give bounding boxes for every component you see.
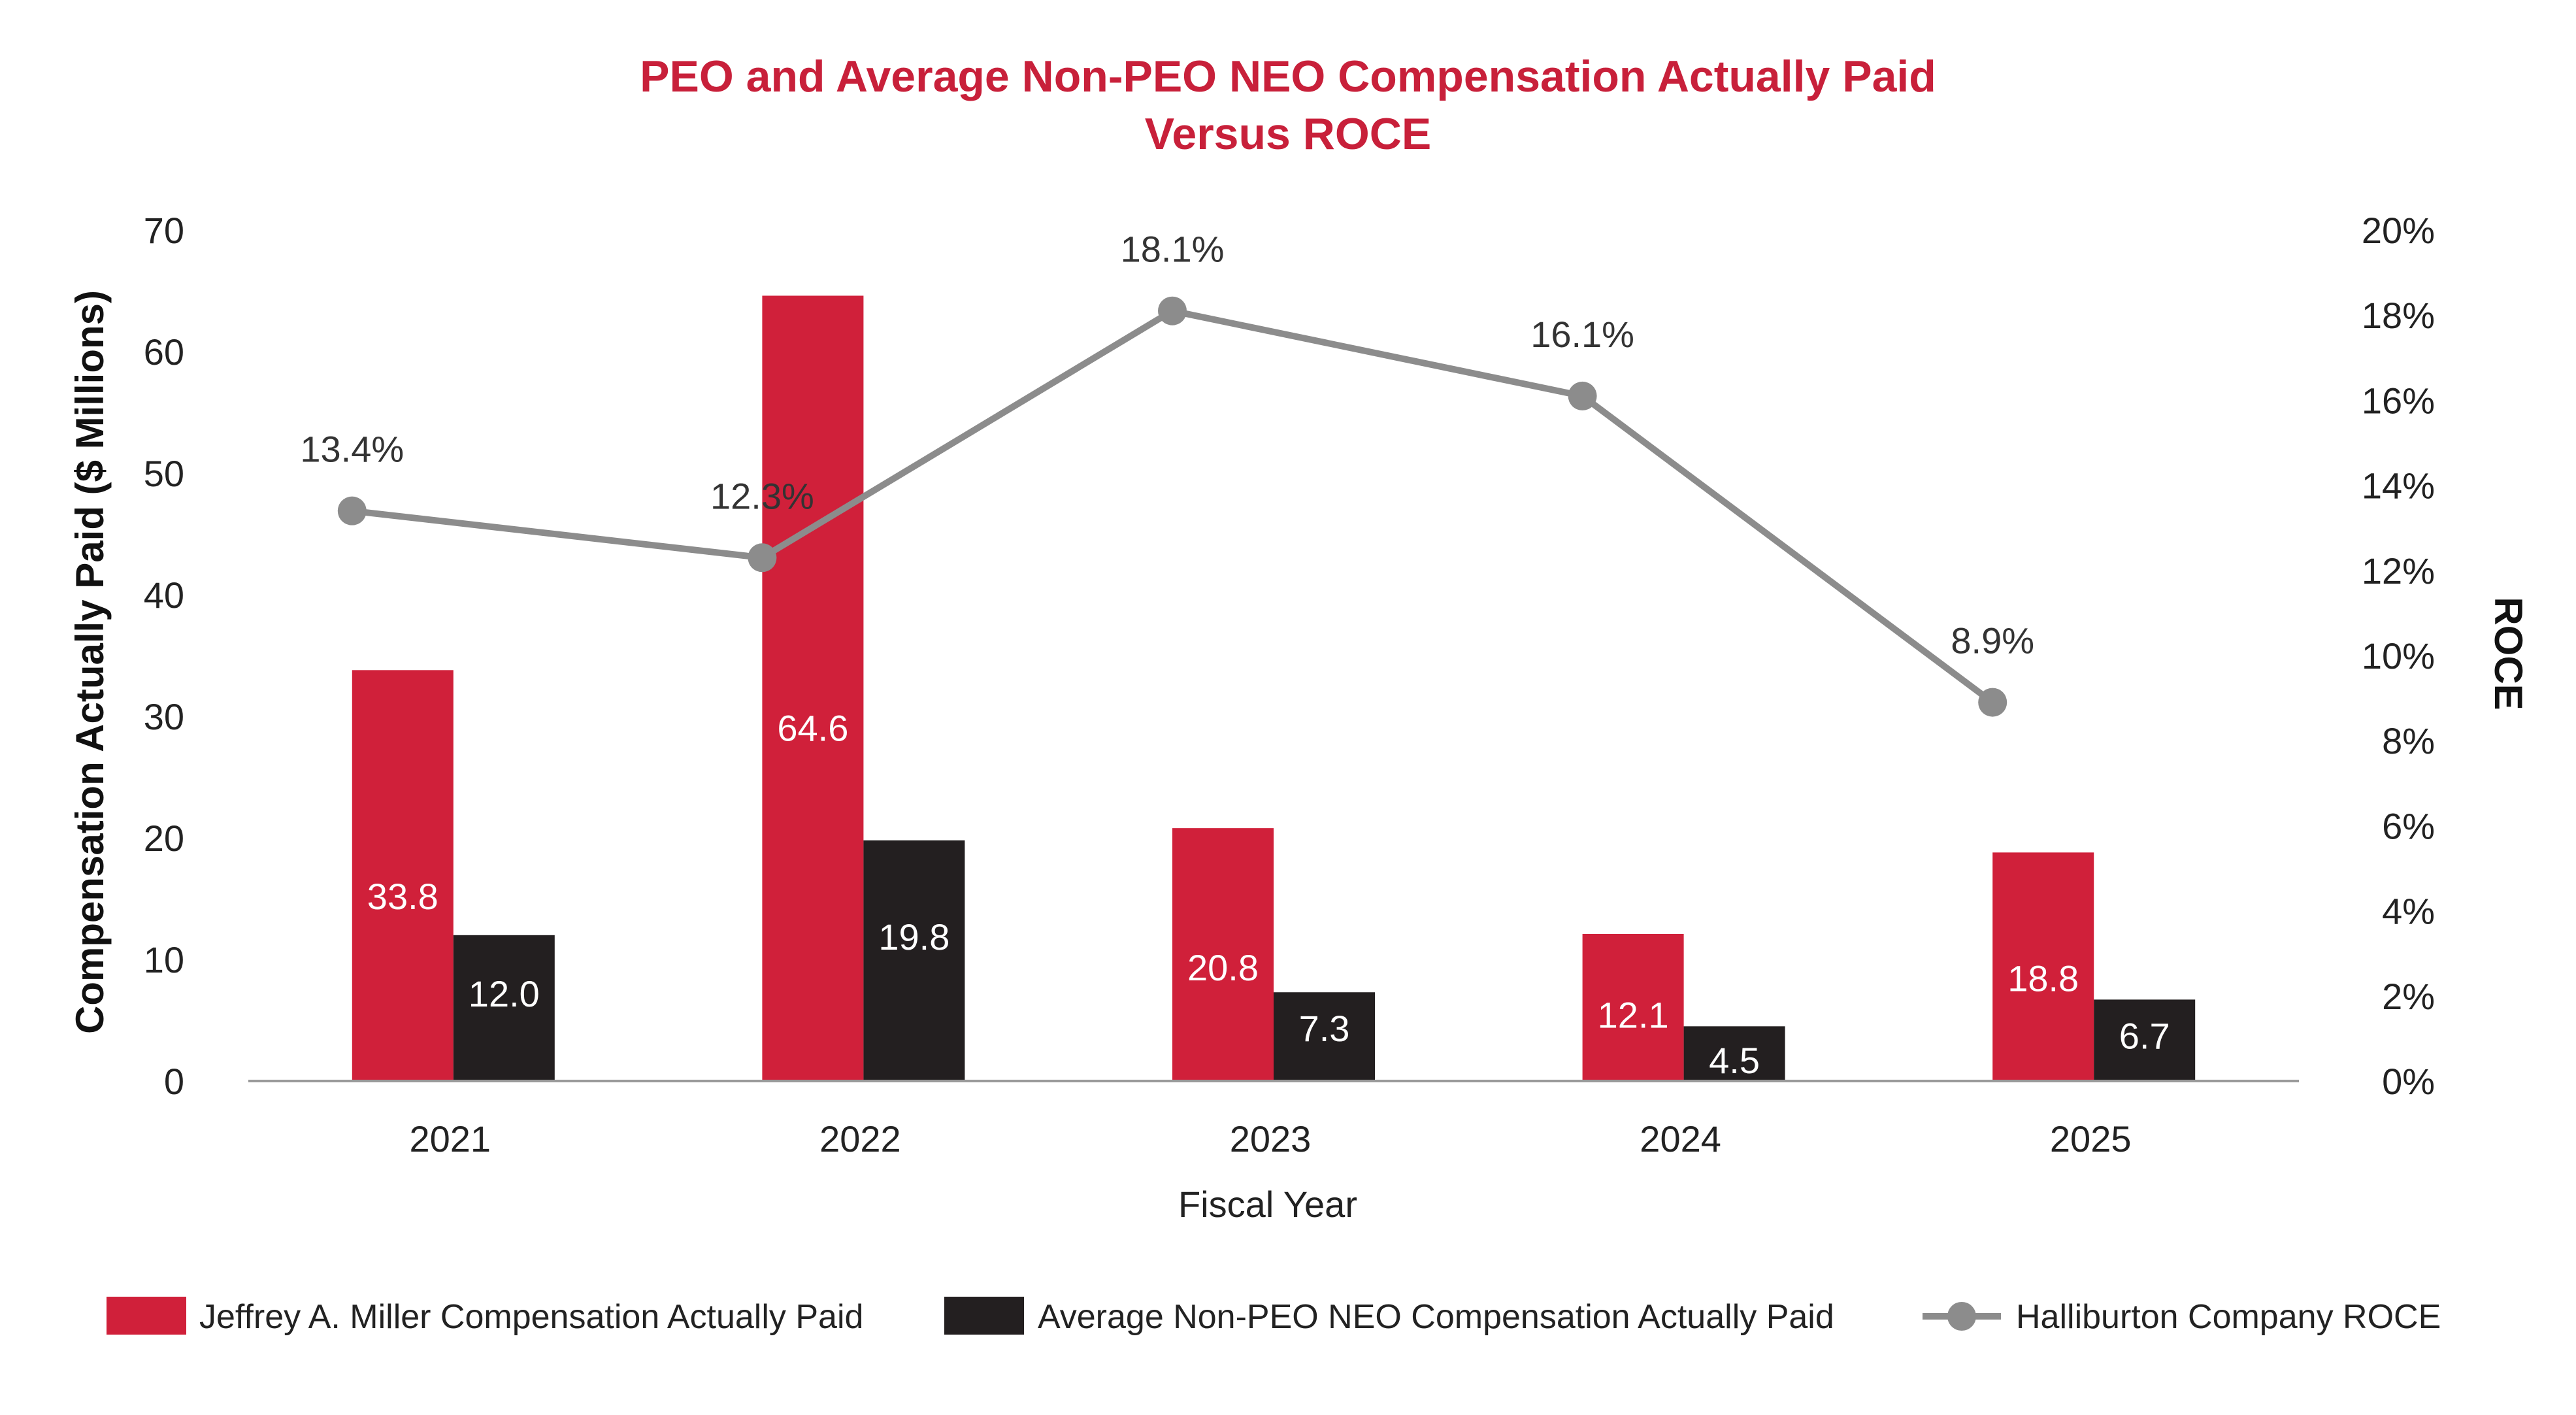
- y2-tick-label: 14%: [2362, 465, 2435, 507]
- bar: [352, 670, 454, 1081]
- y-tick-label: 70: [144, 210, 184, 251]
- bar: [863, 840, 965, 1081]
- y-tick-label: 10: [144, 939, 184, 980]
- bar-data-label: 33.8: [367, 876, 438, 917]
- y2-tick-label: 4%: [2382, 891, 2435, 932]
- y2-tick-label: 2%: [2382, 976, 2435, 1017]
- y2-tick-label: 20%: [2362, 210, 2435, 251]
- roce-point: [1158, 296, 1187, 325]
- bar-data-label: 6.7: [2119, 1015, 2170, 1056]
- legend-label: Average Non-PEO NEO Compensation Actuall…: [1038, 1298, 1834, 1336]
- roce-line: [352, 307, 1995, 705]
- legend-swatch-red: [107, 1297, 186, 1335]
- legend-label: Halliburton Company ROCE: [2016, 1298, 2441, 1336]
- bar: [1582, 933, 1684, 1081]
- y-tick-label: 50: [144, 453, 184, 494]
- roce-data-label: 16.1%: [1530, 314, 1634, 355]
- y2-tick-label: 10%: [2362, 635, 2435, 676]
- y2-tick-label: 0%: [2382, 1061, 2435, 1102]
- x-tick-label: 2021: [410, 1118, 491, 1159]
- x-tick-label: 2024: [1640, 1118, 1721, 1159]
- y2-axis-title: ROCE: [2486, 597, 2530, 710]
- chart-subtitle: Versus ROCE: [1145, 109, 1431, 159]
- y2-tick-label: 6%: [2382, 805, 2435, 846]
- roce-data-label: 12.3%: [710, 475, 814, 516]
- y2-tick-label: 16%: [2362, 380, 2435, 421]
- bar-data-label: 18.8: [2007, 958, 2079, 999]
- bar-data-label: 12.1: [1598, 995, 1669, 1036]
- bar-data-label: 7.3: [1299, 1008, 1350, 1049]
- y-axis-title: Compensation Actually Paid ($ Millions): [68, 290, 112, 1034]
- bar: [762, 295, 864, 1082]
- roce-data-label: 13.4%: [300, 429, 404, 470]
- bar: [2094, 999, 2196, 1081]
- y-tick-label: 60: [144, 331, 184, 373]
- y2-tick-label: 12%: [2362, 550, 2435, 591]
- y2-tick-label: 8%: [2382, 720, 2435, 761]
- y-tick-label: 30: [144, 696, 184, 737]
- roce-point: [748, 543, 777, 573]
- chart-title: PEO and Average Non-PEO NEO Compensation…: [640, 52, 1936, 101]
- bar-data-label: 64.6: [777, 707, 848, 748]
- y-tick-label: 0: [164, 1061, 184, 1102]
- x-tick-label: 2025: [2050, 1118, 2132, 1159]
- bar-data-label: 19.8: [878, 916, 949, 957]
- bar: [1274, 992, 1375, 1081]
- bar: [453, 935, 555, 1081]
- roce-data-label: 18.1%: [1121, 229, 1225, 270]
- bar-data-label: 12.0: [469, 973, 540, 1014]
- x-tick-label: 2022: [819, 1118, 901, 1159]
- legend: Jeffrey A. Miller Compensation Actually …: [107, 1297, 2441, 1336]
- y-tick-label: 40: [144, 574, 184, 616]
- bar: [1683, 1026, 1785, 1081]
- x-tick-label: 2023: [1230, 1118, 1312, 1159]
- legend-marker: [1947, 1302, 1976, 1331]
- plot-area: 0 10 20 30 40 50 60 70 0% 2% 4% 6% 8% 10% 12% 14% 16% 18%…: [144, 210, 2435, 1159]
- roce-point: [337, 496, 367, 525]
- legend-swatch-black: [944, 1297, 1024, 1335]
- y2-tick-label: 18%: [2362, 295, 2435, 336]
- roce-data-label: 8.9%: [1951, 620, 2034, 661]
- y-tick-label: 20: [144, 818, 184, 859]
- roce-point: [1568, 381, 1597, 410]
- bar: [1172, 828, 1274, 1081]
- legend-label: Jeffrey A. Miller Compensation Actually …: [199, 1298, 863, 1336]
- bar-data-label: 4.5: [1709, 1040, 1760, 1081]
- roce-point: [1978, 688, 2007, 717]
- bar: [1992, 852, 2094, 1081]
- bar-data-label: 20.8: [1187, 947, 1259, 988]
- x-axis-title: Fiscal Year: [1178, 1184, 1357, 1225]
